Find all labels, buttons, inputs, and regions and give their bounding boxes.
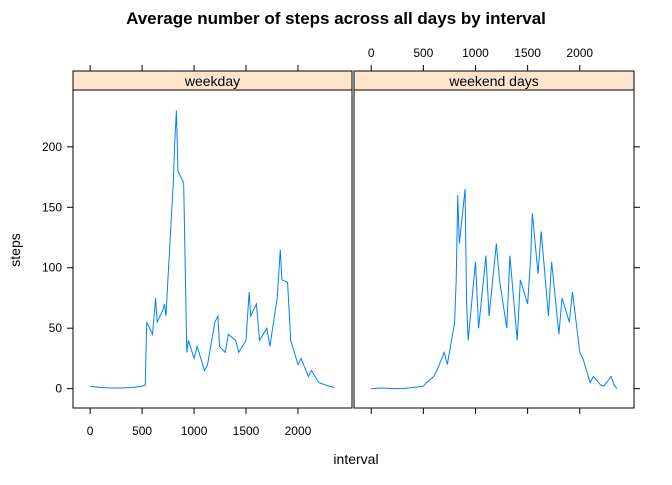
line — [90, 110, 335, 389]
y-axis-label: steps — [7, 233, 23, 266]
panel-frame — [72, 89, 353, 409]
y-tick-label: 150 — [42, 200, 62, 214]
x-tick-label: 0 — [87, 424, 94, 438]
x-tick-label: 1500 — [514, 46, 541, 60]
y-tick-label: 200 — [42, 140, 62, 154]
x-axis-label: interval — [333, 451, 378, 467]
y-tick-label: 50 — [49, 321, 63, 335]
x-tick-label: 2000 — [285, 424, 312, 438]
line — [371, 189, 618, 390]
x-tick-label: 1000 — [462, 46, 489, 60]
x-tick-label: 0 — [368, 46, 375, 60]
x-tick-label: 500 — [132, 424, 152, 438]
x-tick-label: 1000 — [181, 424, 208, 438]
chart-title: Average number of steps across all days … — [126, 9, 546, 28]
y-tick-label: 100 — [42, 261, 62, 275]
strip-label: weekday — [184, 73, 240, 89]
x-tick-label: 500 — [413, 46, 433, 60]
y-tick-label: 0 — [55, 382, 62, 396]
x-tick-label: 2000 — [566, 46, 593, 60]
strip-label: weekend days — [448, 73, 539, 89]
x-tick-label: 1500 — [233, 424, 260, 438]
panel-frame — [353, 89, 635, 409]
